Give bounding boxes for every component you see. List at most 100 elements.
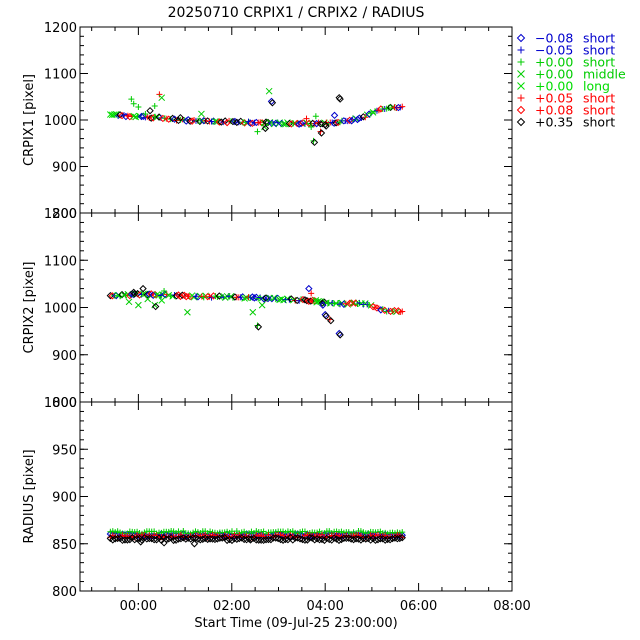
data-point [269,534,278,542]
data-point-outlier [322,312,330,320]
data-point [305,297,313,305]
legend-offset: +0.00 [535,67,573,82]
legend-mode: short [583,55,615,70]
legend-marker-plus [517,58,525,66]
legend-marker-plus [517,94,525,102]
data-point [284,535,292,544]
legend-offset: +0.08 [535,103,573,118]
data-point-outlier [158,297,166,304]
data-point [291,534,299,542]
y-tick-label: 800 [52,396,77,411]
data-points [106,528,406,548]
y-tick-label: 900 [52,349,77,364]
data-point-outlier [305,284,313,293]
data-point-outlier [146,106,154,115]
data-point [306,534,314,542]
data-point [359,534,368,543]
data-point-outlier [312,297,320,304]
data-point [153,113,161,121]
data-point [262,294,270,302]
data-point [165,535,173,543]
data-point-outlier [130,290,139,298]
data-point [235,534,243,543]
legend-offset: +0.00 [535,55,573,70]
data-point [310,536,319,544]
data-point [126,535,134,544]
data-point [173,117,180,124]
data-point [111,292,118,299]
data-point-outlier [303,115,310,122]
x-axis-label: Start Time (09-Jul-25 23:00:00) [194,616,397,631]
legend-offset: +0.35 [535,115,573,130]
panel-2: 800 900 1000 1100 1200 CRPIX2 [pixel] [22,207,513,411]
data-point-outlier [308,123,315,130]
panel-frame [79,26,513,214]
data-points [107,87,406,147]
data-point [230,534,239,543]
data-point-outlier [125,298,133,306]
data-point [295,120,303,128]
data-point [258,119,266,127]
data-point [315,535,324,544]
data-point [122,292,129,299]
data-point-outlier [135,103,142,110]
y-tick-label: 1100 [44,68,77,83]
data-point [376,535,385,543]
data-point [215,118,224,126]
data-point [330,119,338,127]
data-point-outlier [310,138,319,147]
data-point-outlier [151,103,158,110]
data-point [346,299,354,308]
legend-marker-diamond [516,33,526,43]
data-point [137,112,146,121]
data-point [366,536,375,544]
data-point-outlier [336,331,344,339]
data-point [231,117,239,126]
data-point [199,535,207,543]
data-point [386,103,395,112]
data-point [388,534,397,543]
panel-3: 800 850 900 950 1000 RADIUS [pixel] [22,396,513,600]
legend-entry: +0.05 short [517,91,615,106]
data-point [301,296,309,304]
legend-offset: +0.05 [535,91,573,106]
y-tick-label: 800 [52,207,77,222]
data-point [106,291,115,300]
y-axis-label: CRPIX1 [pixel] [22,74,37,166]
data-point [276,535,285,544]
data-point [208,535,217,543]
y-tick-label: 1200 [44,21,77,36]
data-point [311,120,318,127]
legend-entry: +0.00 long [517,79,610,94]
data-point-outlier [254,128,261,135]
y-tick-label: 1100 [44,254,77,269]
data-point [221,294,229,301]
data-point [113,534,122,543]
data-point-outlier [176,113,185,122]
data-point-outlier [190,540,199,548]
legend-mode: short [583,43,615,58]
data-point [362,535,370,543]
legend-mode: short [583,31,615,46]
data-point [123,536,132,544]
data-point [246,119,255,127]
x-tick-label: 02:00 [213,599,250,614]
y-tick-label: 950 [52,443,77,458]
legend-marker-plus [517,46,525,54]
data-point-outlier [336,95,344,103]
legend: −0.08 short −0.05 short +0.00 short +0.00 middl… [516,31,626,130]
y-tick-label: 900 [52,491,77,506]
data-point-outlier [158,94,166,102]
data-point [178,291,187,299]
data-point [353,115,362,124]
data-point [177,534,185,543]
data-point-outlier [327,317,335,325]
panel-frame [79,401,513,592]
data-point [346,116,354,125]
plot-panels: 800 900 1000 1100 1200 CRPIX1 [pixel] 800 900 10… [22,21,531,614]
legend-entry: +0.00 middle [517,67,626,82]
data-point-outlier [135,301,142,309]
data-point [303,536,312,544]
data-point-outlier [261,124,270,133]
